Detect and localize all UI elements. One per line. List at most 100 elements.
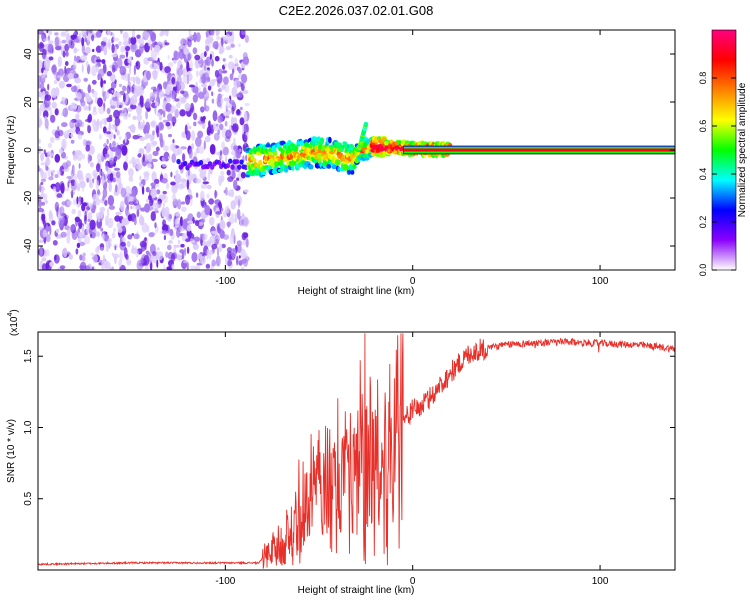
noise-speckle [130, 247, 138, 254]
noise-speckle [60, 182, 65, 194]
noise-speckle [128, 113, 131, 118]
noise-speckle [106, 138, 109, 145]
noise-speckle [180, 178, 187, 183]
ridge-blob [176, 158, 181, 165]
noise-speckle [179, 109, 186, 117]
x-tick-label: 100 [592, 276, 609, 287]
noise-speckle [112, 37, 120, 42]
noise-speckle [214, 69, 219, 78]
noise-speckle [193, 236, 201, 242]
noise-speckle [225, 46, 232, 51]
noise-speckle [167, 156, 171, 160]
colorbar-tick-label: 0.0 [698, 264, 708, 277]
noise-speckle [179, 64, 183, 70]
noise-speckle [110, 73, 116, 83]
noise-speckle [120, 241, 126, 247]
noise-speckle [170, 105, 177, 113]
noise-speckle [100, 45, 105, 51]
noise-speckle [129, 65, 132, 75]
noise-speckle [41, 73, 45, 79]
noise-speckle [240, 241, 247, 246]
noise-speckle [154, 222, 157, 229]
noise-speckle [177, 239, 181, 245]
noise-speckle [166, 266, 173, 270]
spectrogram-panel: -100 0 100 -40 -20 0 20 40 Height of straight … [6, 29, 676, 297]
noise-speckle [240, 30, 246, 36]
noise-speckle [156, 86, 160, 98]
noise-speckle [116, 129, 120, 136]
noise-speckle [197, 120, 204, 125]
noise-speckle [53, 80, 58, 85]
noise-speckle [144, 132, 149, 140]
noise-speckle [103, 46, 108, 56]
noise-speckle [238, 43, 241, 48]
noise-speckle [120, 187, 127, 198]
noise-speckle [188, 125, 192, 130]
noise-speckle [58, 80, 66, 89]
ridge-blob [268, 154, 275, 160]
ridge-blob [348, 143, 354, 150]
noise-speckle [127, 192, 130, 203]
noise-speckle [44, 249, 50, 257]
noise-speckle [210, 230, 217, 235]
noise-speckle [129, 160, 132, 165]
noise-speckle [202, 241, 208, 246]
noise-speckle [173, 244, 177, 255]
noise-speckle [186, 246, 190, 254]
noise-speckle [92, 90, 98, 98]
noise-speckle [147, 195, 152, 201]
noise-speckle [38, 138, 41, 144]
noise-speckle [50, 114, 56, 123]
ridge-blob [260, 170, 267, 176]
noise-speckle [125, 253, 129, 261]
noise-speckle [61, 39, 67, 44]
ridge-blob [234, 159, 240, 165]
noise-speckle [95, 59, 102, 63]
noise-speckle [44, 99, 51, 108]
noise-speckle [174, 98, 180, 102]
noise-speckle [130, 95, 138, 106]
noise-speckle [219, 86, 224, 92]
noise-speckle [238, 255, 241, 259]
noise-speckle [205, 135, 211, 143]
y-tick-label: 1.5 [23, 349, 34, 363]
noise-speckle [230, 248, 237, 258]
noise-speckle [87, 39, 90, 46]
noise-speckle [78, 219, 83, 230]
noise-speckle [46, 30, 49, 34]
noise-speckle [104, 200, 108, 206]
noise-speckle [38, 74, 41, 85]
noise-speckle [202, 87, 207, 95]
noise-speckle [211, 243, 218, 250]
noise-speckle [107, 237, 113, 243]
noise-speckle [102, 37, 108, 43]
noise-speckle [54, 174, 59, 178]
noise-speckle [112, 32, 115, 38]
noise-speckle [97, 97, 103, 107]
x-tick-label: 0 [410, 276, 416, 287]
noise-speckle [152, 251, 157, 257]
noise-speckle [51, 64, 57, 75]
noise-speckle [77, 209, 82, 218]
noise-speckle [222, 58, 226, 62]
noise-speckle [109, 142, 112, 150]
noise-speckle [230, 228, 235, 239]
noise-speckle [221, 243, 226, 249]
noise-speckle [102, 188, 108, 198]
noise-speckle [149, 96, 155, 102]
noise-speckle [66, 229, 71, 237]
noise-speckle [231, 189, 234, 198]
snr-series-line [38, 333, 675, 569]
noise-speckle [81, 225, 85, 232]
noise-speckle [145, 121, 151, 132]
noise-speckle [186, 179, 190, 190]
noise-speckle [178, 48, 185, 60]
noise-speckle [180, 90, 185, 94]
noise-speckle [114, 245, 117, 251]
noise-speckle [183, 260, 188, 264]
noise-speckle [114, 116, 121, 127]
noise-speckle [177, 183, 185, 190]
noise-speckle [125, 45, 131, 52]
noise-speckle [155, 101, 159, 107]
noise-speckle [75, 155, 79, 159]
